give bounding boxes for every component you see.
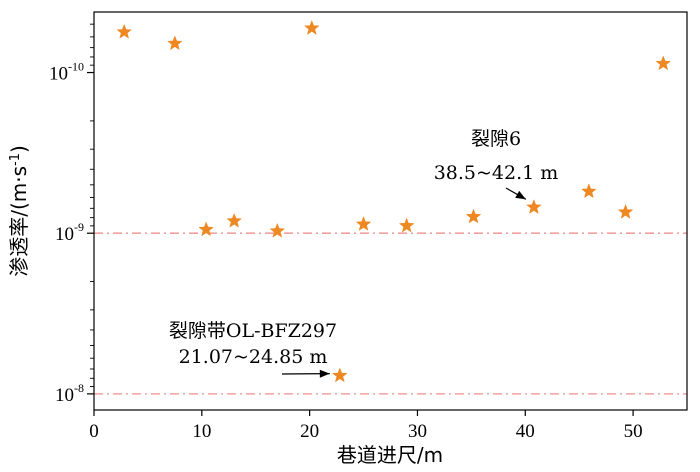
data-point-1 xyxy=(167,35,183,51)
annotations: 裂隙6 38.5~42.1 m 裂隙带OL-BFZ297 21.07~24.85 m xyxy=(169,128,558,378)
x-tick-label-0: 0 xyxy=(89,421,99,442)
x-tick-label-2: 20 xyxy=(300,421,319,442)
data-point-2 xyxy=(198,221,214,237)
y-axis-title-sup: -1 xyxy=(8,153,23,166)
y-tick-label-0: 10-10 xyxy=(49,60,84,85)
data-point-4 xyxy=(269,222,286,238)
x-tick-label-5: 50 xyxy=(624,421,643,442)
data-point-10 xyxy=(581,183,597,199)
data-point-6 xyxy=(355,216,372,231)
data-point-9 xyxy=(526,199,542,214)
x-tick-label-3: 30 xyxy=(408,421,427,442)
x-axis-title: 巷道进尺/m xyxy=(337,443,443,467)
y-tick-label-1: 10-9 xyxy=(55,220,84,245)
annotation-0-line-0: 裂隙6 xyxy=(471,128,521,150)
data-point-11 xyxy=(617,203,634,219)
y-axis-title-main: 渗透率/(m·s xyxy=(7,166,31,277)
reference-lines xyxy=(94,232,687,395)
data-point-3 xyxy=(226,212,242,228)
data-point-12 xyxy=(655,55,672,71)
annotation-0-line-1: 38.5~42.1 m xyxy=(434,162,559,184)
plot-frame xyxy=(93,11,688,411)
annotation-1-line-0: 裂隙带OL-BFZ297 xyxy=(169,320,337,342)
data-point-7 xyxy=(398,217,415,233)
x-tick-label-4: 40 xyxy=(516,421,535,442)
y-axis-title: 渗透率/(m·s-1) xyxy=(7,145,31,277)
annotation-1-line-1: 21.07~24.85 m xyxy=(179,346,328,368)
data-point-5 xyxy=(303,20,320,35)
data-point-13 xyxy=(332,367,348,383)
data-point-0 xyxy=(116,23,132,39)
data-points xyxy=(116,20,672,383)
y-tick-label-2: 10-8 xyxy=(55,381,84,406)
x-tick-label-1: 10 xyxy=(192,421,211,442)
y-axis-title-close: ) xyxy=(7,145,31,153)
y-axis-ticks: 10-10 10-9 10-8 xyxy=(49,23,94,406)
x-axis-ticks: 0 10 20 30 40 50 xyxy=(89,410,643,442)
annotation-arrow-head-1 xyxy=(319,369,330,378)
data-point-8 xyxy=(465,208,482,224)
annotation-arrow-head-0 xyxy=(515,190,526,200)
